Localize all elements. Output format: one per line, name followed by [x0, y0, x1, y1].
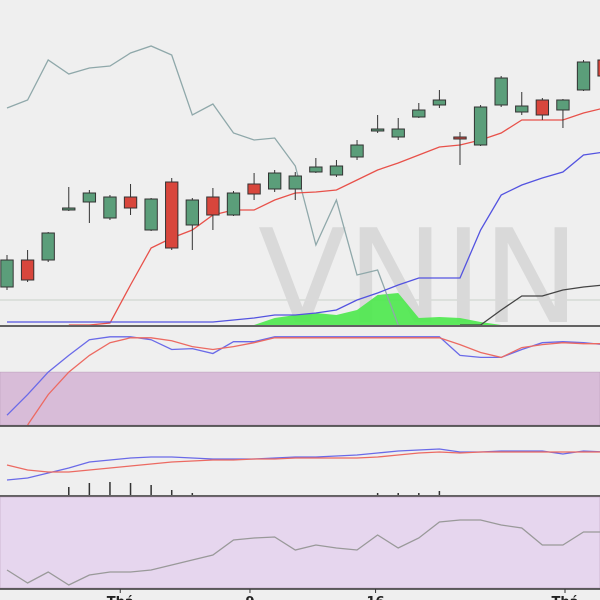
candle-body [226, 192, 241, 216]
candle-body [412, 109, 426, 118]
panel [0, 336, 600, 426]
x-tick-label: Thá [107, 595, 134, 600]
series-line [7, 151, 600, 323]
candle-body [0, 259, 14, 288]
series-line [6, 451, 600, 473]
x-tick-label: Thá [552, 595, 579, 600]
panel [0, 496, 600, 589]
candle-body [309, 166, 323, 173]
candle-body [370, 128, 385, 132]
candle-body [82, 192, 97, 203]
candle-body [247, 183, 261, 195]
candle-body [432, 99, 447, 106]
watermark: VNIN [258, 201, 580, 353]
candle-body [20, 259, 35, 281]
series-line [460, 284, 600, 325]
candle-body [391, 128, 405, 138]
histogram-bar [129, 483, 132, 495]
panel [6, 448, 600, 495]
series-line [27, 337, 600, 426]
histogram-bar [88, 483, 91, 495]
candle-body [103, 196, 117, 219]
candle-body [62, 207, 76, 211]
candle-body [515, 105, 529, 113]
histogram-bar [150, 485, 152, 495]
series-line [6, 519, 600, 586]
histogram-bar [191, 493, 194, 495]
series-line [68, 108, 600, 325]
histogram-bar [170, 490, 173, 495]
cloud-area [254, 293, 502, 325]
candle-body [144, 198, 158, 231]
histogram-bar [397, 493, 399, 495]
candle-body [185, 199, 199, 226]
candle-body [165, 181, 179, 249]
candle-body [288, 175, 302, 190]
candle-body [453, 136, 467, 140]
panel: VNIN [0, 45, 600, 353]
series-line [6, 448, 600, 481]
candle-body [206, 196, 220, 216]
histogram-bar [376, 493, 379, 495]
x-tick-label: 9 [245, 595, 254, 600]
histogram-bar [68, 487, 70, 495]
candle-body [267, 172, 282, 190]
candle-body [535, 99, 550, 116]
candle-body [597, 59, 600, 77]
x-tick-label: 16 [367, 595, 385, 600]
candle-body [350, 144, 364, 158]
histogram-bar [418, 493, 420, 495]
candle-body [329, 165, 344, 176]
candle-body [576, 61, 591, 91]
candle-body [473, 106, 488, 146]
candle-body [41, 232, 55, 261]
candle-body [123, 196, 138, 209]
candle-body [556, 99, 570, 111]
histogram-bar [438, 491, 441, 495]
histogram-bar [109, 482, 111, 495]
band [0, 371, 600, 426]
candle-body [494, 77, 508, 106]
series-line [6, 45, 399, 325]
